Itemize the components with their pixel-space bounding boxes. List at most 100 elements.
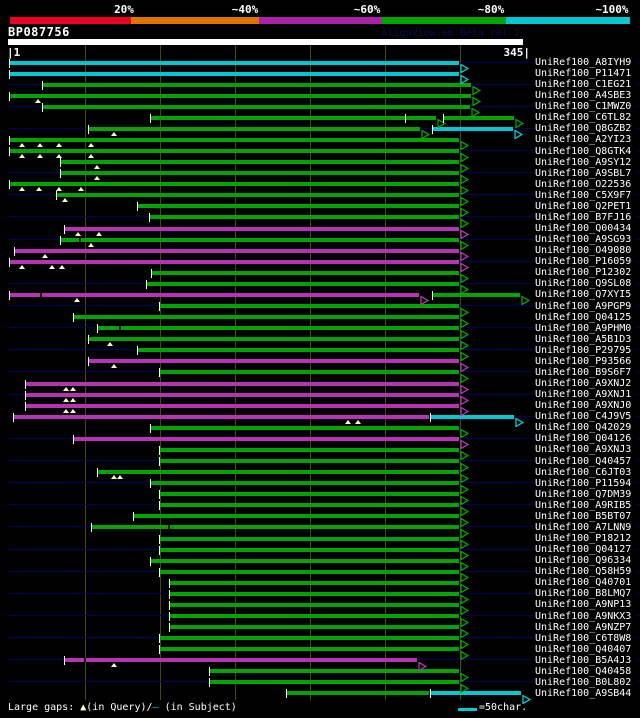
row-label[interactable]: UniRef100_C1MWZ0 [535,101,635,113]
alignment-bar[interactable] [10,292,419,297]
row-label[interactable]: UniRef100_P12302 [535,267,635,279]
row-label[interactable]: UniRef100_A2YI23 [535,134,635,146]
alignment-bar[interactable] [160,569,459,574]
alignment-bar[interactable] [43,82,471,87]
row-label[interactable]: UniRef100_B7FJ16 [535,211,635,223]
row-label[interactable]: UniRef100_Q04126 [535,433,635,445]
row-label[interactable]: UniRef100_Q40457 [535,455,635,467]
alignment-bar[interactable] [98,470,459,475]
row-label[interactable]: UniRef100_O49080 [535,245,635,257]
row-label[interactable]: UniRef100_A9SBL7 [535,167,635,179]
alignment-bar[interactable] [10,182,459,187]
row-label[interactable]: UniRef100_P11471 [535,68,635,80]
alignment-bar[interactable] [151,558,459,563]
alignment-bar[interactable] [210,680,459,685]
alignment-bar[interactable] [10,259,459,264]
alignment-bar[interactable] [26,381,459,386]
row-label[interactable]: UniRef100_Q2PET1 [535,200,635,212]
alignment-bar[interactable] [147,281,459,286]
row-label[interactable]: UniRef100_C6TL82 [535,112,635,124]
alignment-bar[interactable] [170,591,459,596]
row-label[interactable]: UniRef100_P93566 [535,355,635,367]
row-label[interactable]: UniRef100_B9S6F7 [535,366,635,378]
row-label[interactable]: UniRef100_Q8GTK4 [535,145,635,157]
alignment-bar[interactable] [287,691,429,696]
alignment-bar[interactable] [15,248,459,253]
alignment-bar[interactable] [74,315,459,320]
alignment-bar[interactable] [160,492,459,497]
alignment-bar[interactable] [92,525,459,530]
row-label[interactable]: UniRef100_C1EG21 [535,79,635,91]
alignment-bar[interactable] [170,614,459,618]
alignment-bar[interactable] [160,447,459,452]
row-label[interactable]: UniRef100_A9NKX3 [535,610,635,622]
row-label[interactable]: UniRef100_B8LMQ7 [535,588,635,600]
row-label[interactable]: UniRef100_A9XNJ2 [535,378,635,390]
row-label[interactable]: UniRef100_B5A4J3 [535,654,635,666]
row-label[interactable]: UniRef100_Q40458 [535,665,635,677]
alignment-bar[interactable] [160,536,459,541]
alignment-bar[interactable] [160,304,459,309]
row-label[interactable]: UniRef100_Q8GZB2 [535,123,635,135]
row-label[interactable]: UniRef100_A9NZP7 [535,621,635,633]
alignment-bar[interactable] [160,459,459,464]
row-label[interactable]: UniRef100_B5BT07 [535,510,635,522]
alignment-bar[interactable] [134,514,459,519]
row-label[interactable]: UniRef100_Q58H59 [535,566,635,578]
alignment-bar[interactable] [74,436,459,441]
alignment-bar[interactable] [26,392,459,397]
row-label[interactable]: UniRef100_A9PGP9 [535,300,635,312]
alignment-bar[interactable] [10,93,471,98]
alignment-bar[interactable] [433,126,513,131]
alignment-bar[interactable] [151,425,459,430]
alignment-bar[interactable] [89,126,420,131]
alignment-bar[interactable] [160,547,459,552]
row-label[interactable]: UniRef100_C6T8W8 [535,632,635,644]
row-label[interactable]: UniRef100_Q96334 [535,555,635,567]
alignment-bar[interactable] [10,60,459,65]
alignment-bar[interactable] [170,602,459,607]
alignment-bar[interactable] [57,193,459,198]
row-label[interactable]: UniRef100_A5B1D3 [535,333,635,345]
alignment-bar[interactable] [65,658,417,663]
alignment-bar[interactable] [89,337,459,342]
alignment-bar[interactable] [210,669,459,674]
row-label[interactable]: UniRef100_Q42029 [535,422,635,434]
row-label[interactable]: UniRef100_P16059 [535,256,635,268]
row-label[interactable]: UniRef100_Q9SL08 [535,278,635,290]
alignment-bar[interactable] [10,71,459,76]
alignment-bar[interactable] [152,270,459,275]
row-label[interactable]: UniRef100_P29795 [535,344,635,356]
alignment-bar[interactable] [10,137,459,142]
row-label[interactable]: UniRef100_C4J9V5 [535,411,635,423]
row-label[interactable]: UniRef100_Q04127 [535,544,635,556]
row-label[interactable]: UniRef100_Q04125 [535,311,635,323]
row-label[interactable]: UniRef100_A9XNJ3 [535,444,635,456]
row-label[interactable]: UniRef100_A9XNJ1 [535,389,635,401]
alignment-bar[interactable] [160,503,459,508]
alignment-bar[interactable] [431,691,521,696]
row-label[interactable]: UniRef100_Q7DM39 [535,488,635,500]
alignment-bar[interactable] [160,636,459,641]
alignment-bar[interactable] [160,647,459,652]
row-label[interactable]: UniRef100_A9NP13 [535,599,635,611]
alignment-bar[interactable] [98,326,459,331]
alignment-bar[interactable] [89,359,459,364]
row-label[interactable]: UniRef100_Q7XYI5 [535,289,635,301]
alignment-bar[interactable] [43,104,470,109]
alignment-bar[interactable] [160,370,459,375]
row-label[interactable]: UniRef100_A9PHM0 [535,322,635,334]
row-label[interactable]: UniRef100_A9SY12 [535,156,635,168]
row-label[interactable]: UniRef100_A7LNN9 [535,521,635,533]
row-label[interactable]: UniRef100_C6JT03 [535,466,635,478]
alignment-bar[interactable] [138,348,459,353]
row-label[interactable]: UniRef100_A9SG93 [535,234,635,246]
row-label[interactable]: UniRef100_Q00434 [535,223,635,235]
alignment-bar[interactable] [61,160,459,165]
alignment-bar[interactable] [65,226,459,231]
alignment-bar[interactable] [170,625,459,630]
row-label[interactable]: UniRef100_A8IYH9 [535,57,635,68]
alignment-bar[interactable] [138,204,459,209]
alignment-bar[interactable] [170,580,459,585]
row-label[interactable]: UniRef100_A9XNJ0 [535,400,635,412]
